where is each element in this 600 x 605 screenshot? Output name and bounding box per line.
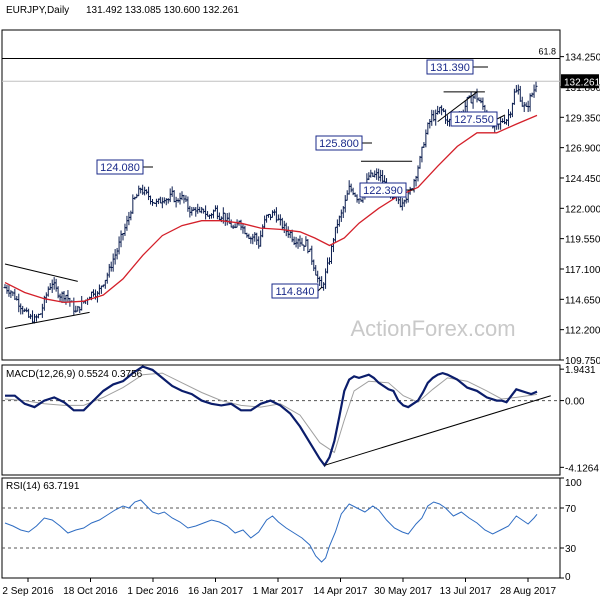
triangle2-lower-line [437, 91, 478, 123]
svg-text:131.390: 131.390 [430, 62, 470, 74]
last-price-marker: 132.261 [561, 74, 600, 89]
price-y-tick-label: 117.100 [565, 265, 600, 276]
price-y-tick-label: 126.900 [565, 144, 600, 155]
watermark: ActionForex.com [350, 316, 515, 341]
macd-y-tick-label: 1.9431 [565, 365, 596, 376]
macd-trendline [324, 395, 551, 466]
x-tick-label: 30 May 2017 [374, 586, 432, 597]
macd-title: MACD(12,26,9) 0.5524 0.3756 [6, 369, 143, 380]
triangle-lower-line [4, 311, 90, 329]
price-panel-frame [1, 29, 561, 361]
price-y-tick-label: 112.200 [565, 326, 600, 337]
svg-text:124.080: 124.080 [100, 162, 140, 174]
x-tick-label: 13 Jul 2017 [440, 586, 492, 597]
label-124080: 124.080 [96, 159, 144, 175]
x-tick-label: 28 Aug 2017 [500, 586, 557, 597]
rsi-y-tick-label: 0 [565, 572, 571, 583]
leader-127550 [496, 114, 506, 120]
macd-y-tick-label: 0.00 [565, 397, 585, 408]
rsi-y-tick-label: 100 [565, 478, 582, 489]
price-y-tick-label: 122.000 [565, 204, 600, 215]
x-tick-label: 1 Dec 2016 [127, 586, 179, 597]
svg-text:114.840: 114.840 [276, 286, 315, 298]
ohlc-values: 131.492 133.085 130.600 132.261 [86, 5, 239, 16]
moving-average-line [4, 114, 538, 304]
rsi-title: RSI(14) 63.7191 [6, 481, 80, 492]
svg-text:122.390: 122.390 [363, 185, 403, 197]
price-y-tick-label: 131.800 [565, 83, 600, 94]
price-y-tick-label: 114.650 [565, 295, 600, 306]
svg-text:125.800: 125.800 [319, 138, 359, 150]
x-tick-label: 1 Mar 2017 [253, 586, 304, 597]
leader-114840 [317, 286, 323, 292]
rsi-y-tick-label: 30 [565, 544, 577, 555]
svg-text:127.550: 127.550 [454, 114, 494, 126]
label-125800: 125.800 [315, 135, 363, 151]
rsi-y-tick-label: 70 [565, 504, 577, 515]
price-y-tick-label: 119.550 [565, 235, 600, 246]
price-bar [534, 81, 538, 93]
label-127550: 127.550 [450, 111, 498, 127]
macd-panel-frame [1, 364, 561, 476]
fib-618-label: 61.8 [538, 46, 556, 56]
label-122390: 122.390 [359, 182, 407, 198]
price-y-tick-label: 109.750 [565, 356, 600, 367]
chart-title: EURJPY,Daily [6, 5, 69, 16]
price-y-tick-label: 124.450 [565, 174, 600, 185]
rsi-panel-frame [1, 477, 561, 579]
x-tick-label: 14 Apr 2017 [314, 586, 368, 597]
macd-y-tick-label: -4.1264 [565, 463, 599, 474]
triangle-upper-line [4, 263, 78, 282]
label-114840: 114.840 [271, 283, 319, 299]
macd-line [5, 365, 538, 468]
rsi-line [4, 499, 538, 563]
label-131390: 131.390 [426, 59, 474, 75]
x-tick-label: 2 Sep 2016 [2, 586, 54, 597]
macd-signal-line [4, 372, 538, 454]
x-tick-label: 18 Oct 2016 [63, 586, 118, 597]
svg-text:132.261: 132.261 [564, 77, 600, 88]
price-y-tick-label: 129.350 [565, 113, 600, 124]
price-y-tick-label: 134.250 [565, 53, 600, 64]
x-tick-label: 16 Jan 2017 [188, 586, 243, 597]
